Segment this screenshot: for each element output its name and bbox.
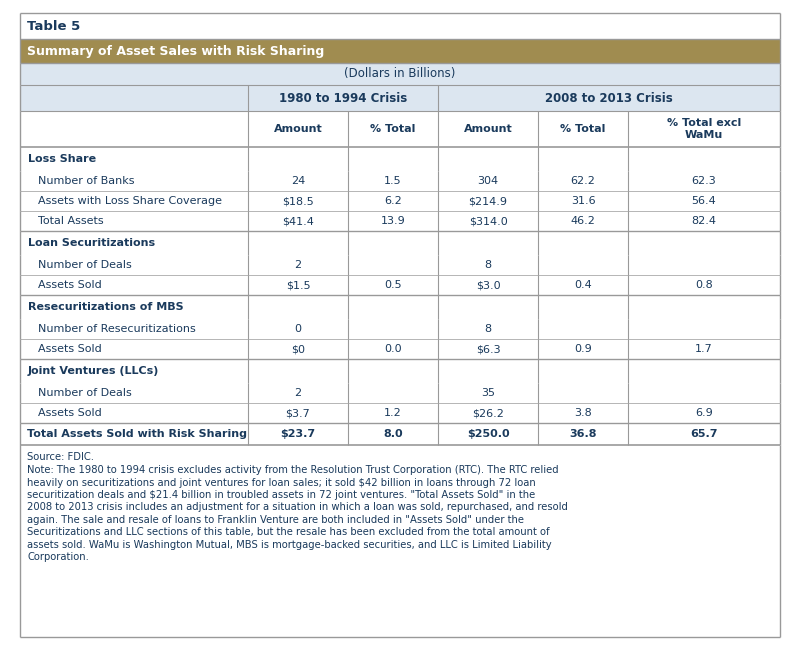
- Bar: [20, 211, 780, 231]
- Text: % Total excl
WaMu: % Total excl WaMu: [667, 118, 741, 140]
- Bar: [20, 403, 780, 423]
- Text: Note: The 1980 to 1994 crisis excludes activity from the Resolution Trust Corpor: Note: The 1980 to 1994 crisis excludes a…: [27, 465, 558, 475]
- Text: heavily on securitizations and joint ventures for loan sales; it sold $42 billio: heavily on securitizations and joint ven…: [27, 477, 536, 488]
- Text: Number of Banks: Number of Banks: [38, 176, 134, 186]
- Bar: [20, 319, 780, 339]
- Text: 0.4: 0.4: [574, 280, 592, 290]
- Text: 62.2: 62.2: [570, 176, 595, 186]
- Text: 24: 24: [291, 176, 305, 186]
- Text: Number of Deals: Number of Deals: [38, 388, 132, 398]
- Text: $23.7: $23.7: [281, 429, 315, 439]
- Text: again. The sale and resale of loans to Franklin Venture are both included in "As: again. The sale and resale of loans to F…: [27, 515, 524, 525]
- Text: 1980 to 1994 Crisis: 1980 to 1994 Crisis: [279, 92, 407, 105]
- Text: 31.6: 31.6: [570, 196, 595, 206]
- Text: Total Assets: Total Assets: [38, 216, 104, 226]
- Text: Loan Securitizations: Loan Securitizations: [28, 238, 155, 248]
- Text: % Total: % Total: [370, 124, 416, 134]
- Text: Source: FDIC.: Source: FDIC.: [27, 452, 94, 462]
- Text: Loss Share: Loss Share: [28, 154, 96, 164]
- Text: 8.0: 8.0: [383, 429, 403, 439]
- Text: 2008 to 2013 crisis includes an adjustment for a situation in which a loan was s: 2008 to 2013 crisis includes an adjustme…: [27, 503, 568, 512]
- Text: $26.2: $26.2: [472, 408, 504, 418]
- Bar: [20, 63, 780, 85]
- Text: $6.3: $6.3: [476, 344, 500, 354]
- Text: securitization deals and $21.4 billion in troubled assets in 72 joint ventures. : securitization deals and $21.4 billion i…: [27, 490, 535, 500]
- Text: Corporation.: Corporation.: [27, 553, 89, 562]
- Text: 1.7: 1.7: [695, 344, 713, 354]
- Text: 3.8: 3.8: [574, 408, 592, 418]
- Text: $3.7: $3.7: [286, 408, 310, 418]
- Text: Amount: Amount: [274, 124, 322, 134]
- Text: $18.5: $18.5: [282, 196, 314, 206]
- Text: 304: 304: [478, 176, 498, 186]
- Text: 62.3: 62.3: [692, 176, 716, 186]
- Text: 2008 to 2013 Crisis: 2008 to 2013 Crisis: [545, 92, 673, 105]
- Text: 6.9: 6.9: [695, 408, 713, 418]
- Text: Resecuritizations of MBS: Resecuritizations of MBS: [28, 302, 184, 312]
- Text: Assets with Loss Share Coverage: Assets with Loss Share Coverage: [38, 196, 222, 206]
- Text: % Total: % Total: [560, 124, 606, 134]
- Text: Joint Ventures (LLCs): Joint Ventures (LLCs): [28, 366, 159, 376]
- Text: $1.5: $1.5: [286, 280, 310, 290]
- Text: $250.0: $250.0: [466, 429, 510, 439]
- Text: 8: 8: [485, 260, 491, 270]
- Bar: [20, 359, 780, 383]
- Text: 8: 8: [485, 324, 491, 334]
- Text: $314.0: $314.0: [469, 216, 507, 226]
- Text: $0: $0: [291, 344, 305, 354]
- Text: 0.9: 0.9: [574, 344, 592, 354]
- Bar: [20, 423, 780, 445]
- Text: 6.2: 6.2: [384, 196, 402, 206]
- Bar: [20, 231, 780, 255]
- Bar: [20, 383, 780, 403]
- Bar: [20, 255, 780, 275]
- Text: Number of Deals: Number of Deals: [38, 260, 132, 270]
- Text: $3.0: $3.0: [476, 280, 500, 290]
- Bar: [20, 191, 780, 211]
- Text: assets sold. WaMu is Washington Mutual, MBS is mortgage-backed securities, and L: assets sold. WaMu is Washington Mutual, …: [27, 540, 552, 550]
- Text: Amount: Amount: [464, 124, 512, 134]
- Text: Securitizations and LLC sections of this table, but the resale has been excluded: Securitizations and LLC sections of this…: [27, 527, 550, 538]
- Text: 0.8: 0.8: [695, 280, 713, 290]
- Text: 2: 2: [294, 260, 302, 270]
- Text: Assets Sold: Assets Sold: [38, 408, 102, 418]
- Bar: [20, 295, 780, 319]
- Text: 1.5: 1.5: [384, 176, 402, 186]
- Text: 65.7: 65.7: [690, 429, 718, 439]
- Bar: [20, 171, 780, 191]
- Text: 0: 0: [294, 324, 302, 334]
- Bar: [20, 147, 780, 171]
- Bar: [20, 39, 780, 63]
- Text: $214.9: $214.9: [469, 196, 507, 206]
- Text: (Dollars in Billions): (Dollars in Billions): [344, 68, 456, 81]
- Text: Table 5: Table 5: [27, 20, 80, 33]
- Bar: [20, 13, 780, 39]
- Text: Total Assets Sold with Risk Sharing: Total Assets Sold with Risk Sharing: [27, 429, 247, 439]
- Bar: [20, 275, 780, 295]
- Text: 1.2: 1.2: [384, 408, 402, 418]
- Bar: [20, 85, 780, 111]
- Text: 36.8: 36.8: [570, 429, 597, 439]
- Text: 13.9: 13.9: [381, 216, 406, 226]
- Text: Summary of Asset Sales with Risk Sharing: Summary of Asset Sales with Risk Sharing: [27, 44, 324, 57]
- Text: 0.5: 0.5: [384, 280, 402, 290]
- Bar: [20, 445, 780, 637]
- Text: 0.0: 0.0: [384, 344, 402, 354]
- Bar: [20, 339, 780, 359]
- Text: 2: 2: [294, 388, 302, 398]
- Text: Number of Resecuritizations: Number of Resecuritizations: [38, 324, 196, 334]
- Text: Assets Sold: Assets Sold: [38, 280, 102, 290]
- Text: 82.4: 82.4: [691, 216, 717, 226]
- Text: 35: 35: [481, 388, 495, 398]
- Text: 56.4: 56.4: [692, 196, 716, 206]
- Text: Assets Sold: Assets Sold: [38, 344, 102, 354]
- Bar: [20, 111, 780, 147]
- Text: $41.4: $41.4: [282, 216, 314, 226]
- Text: 46.2: 46.2: [570, 216, 595, 226]
